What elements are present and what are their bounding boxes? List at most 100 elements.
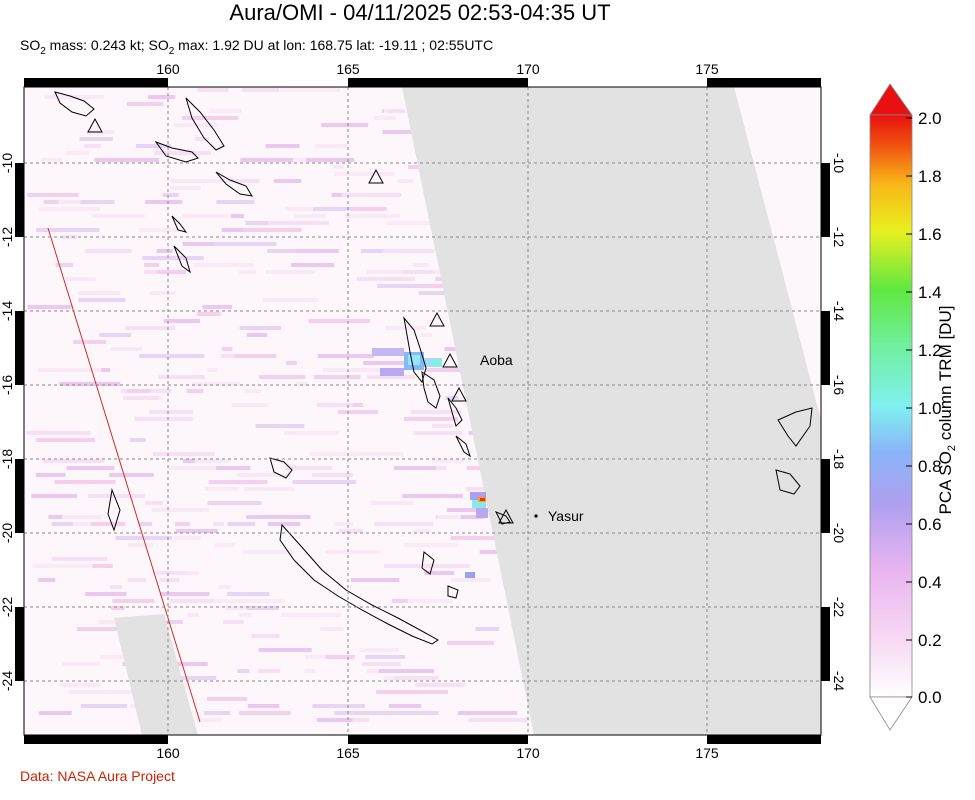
- volcano-marker-yasur: [498, 508, 514, 524]
- noise-streak: [312, 207, 352, 211]
- noise-streak: [334, 172, 395, 176]
- noise-streak: [352, 403, 364, 407]
- noise-streak: [240, 158, 291, 162]
- noise-streak: [163, 319, 201, 323]
- so2-noise-streaks: [26, 88, 539, 722]
- noise-streak: [162, 193, 179, 197]
- noise-streak: [34, 193, 47, 197]
- noise-streak: [196, 718, 222, 722]
- noise-streak: [246, 515, 311, 519]
- noise-streak: [388, 704, 422, 708]
- noise-streak: [79, 137, 113, 141]
- noise-streak: [58, 200, 84, 204]
- colorbar-over-arrow: [869, 83, 913, 116]
- noise-streak: [98, 620, 119, 624]
- map-title: Aura/OMI - 04/11/2025 02:53-04:35 UT: [229, 0, 611, 25]
- lat-tick-right: -16: [831, 375, 847, 395]
- noise-streak: [239, 711, 291, 715]
- lon-tick-bottom: 175: [695, 745, 719, 761]
- colorbar-tick: 0.0: [918, 688, 942, 707]
- noise-streak: [145, 501, 164, 505]
- noise-streak: [387, 109, 406, 113]
- noise-streak: [325, 655, 355, 659]
- noise-streak: [62, 438, 96, 442]
- noise-streak: [437, 515, 461, 519]
- noise-streak: [407, 599, 453, 603]
- noise-streak: [237, 669, 250, 673]
- colorbar-ramp: [869, 114, 913, 698]
- noise-streak: [323, 368, 386, 372]
- so2-summary-part2: mass: 0.243 kt; SO: [45, 37, 169, 53]
- noise-streak: [158, 375, 205, 379]
- noise-streak: [334, 711, 371, 715]
- noise-streak: [76, 627, 138, 631]
- noise-streak: [144, 270, 157, 274]
- noise-streak: [370, 501, 414, 505]
- noise-streak: [324, 431, 339, 435]
- noise-streak: [384, 564, 438, 568]
- noise-streak: [31, 494, 78, 498]
- noise-streak: [206, 368, 218, 372]
- noise-streak: [26, 431, 83, 435]
- noise-streak: [425, 368, 481, 372]
- noise-streak: [27, 193, 79, 197]
- noise-streak: [333, 522, 354, 526]
- noise-streak: [247, 704, 280, 708]
- noise-streak: [85, 592, 127, 596]
- noise-streak: [317, 354, 375, 358]
- noise-streak: [338, 410, 378, 414]
- noise-streak: [267, 522, 301, 526]
- colorbar-label-post: column TRM [DU]: [935, 305, 955, 446]
- noise-streak: [194, 459, 231, 463]
- noise-streak: [152, 452, 215, 456]
- colorbar-tick: 0.4: [918, 573, 942, 592]
- noise-streak: [110, 347, 143, 351]
- noise-streak: [374, 116, 396, 120]
- noise-streak: [365, 655, 406, 659]
- noise-streak: [125, 326, 176, 330]
- lat-tick-left: -10: [0, 153, 15, 173]
- noise-streak: [285, 466, 332, 470]
- noise-streak: [167, 466, 230, 470]
- volcano-label-yasur: Yasur: [548, 508, 584, 524]
- noise-streak: [267, 221, 329, 225]
- noise-streak: [412, 263, 429, 267]
- colorbar-tick: 2.0: [918, 109, 942, 128]
- noise-streak: [286, 361, 297, 365]
- noise-streak: [432, 424, 454, 428]
- lat-tick-right: -10: [831, 153, 847, 173]
- noise-streak: [128, 543, 154, 547]
- noise-streak: [27, 305, 72, 309]
- noise-streak: [404, 417, 458, 421]
- data-credit: Data: NASA Aura Project: [20, 768, 175, 784]
- lon-tick-top: 170: [516, 61, 540, 77]
- noise-streak: [394, 466, 436, 470]
- noise-streak: [84, 522, 126, 526]
- noise-streak: [221, 347, 233, 351]
- noise-streak: [197, 312, 221, 316]
- missing-data-swath: [402, 87, 821, 735]
- colorbar-label: PCA SO2 column TRM [DU]: [936, 306, 958, 515]
- noise-streak: [305, 655, 328, 659]
- noise-streak: [265, 144, 300, 148]
- noise-streak: [262, 298, 319, 302]
- volcano-markers: [87, 117, 514, 524]
- colorbar-tick: 1.2: [918, 341, 942, 360]
- noise-streak: [292, 480, 356, 484]
- noise-streak: [38, 578, 56, 582]
- noise-streak: [223, 620, 244, 624]
- noise-streak: [239, 326, 282, 330]
- noise-streak: [85, 249, 132, 253]
- lon-tick-top: 175: [695, 61, 719, 77]
- noise-streak: [153, 270, 187, 274]
- noise-streak: [38, 207, 101, 211]
- noise-streak: [245, 221, 269, 225]
- noise-streak: [182, 242, 219, 246]
- noise-streak: [173, 536, 201, 540]
- noise-streak: [138, 228, 181, 232]
- noise-streak: [64, 431, 78, 435]
- lon-tick-bottom: 170: [516, 745, 540, 761]
- noise-streak: [367, 375, 415, 379]
- noise-streak: [148, 95, 176, 99]
- noise-streak: [231, 403, 268, 407]
